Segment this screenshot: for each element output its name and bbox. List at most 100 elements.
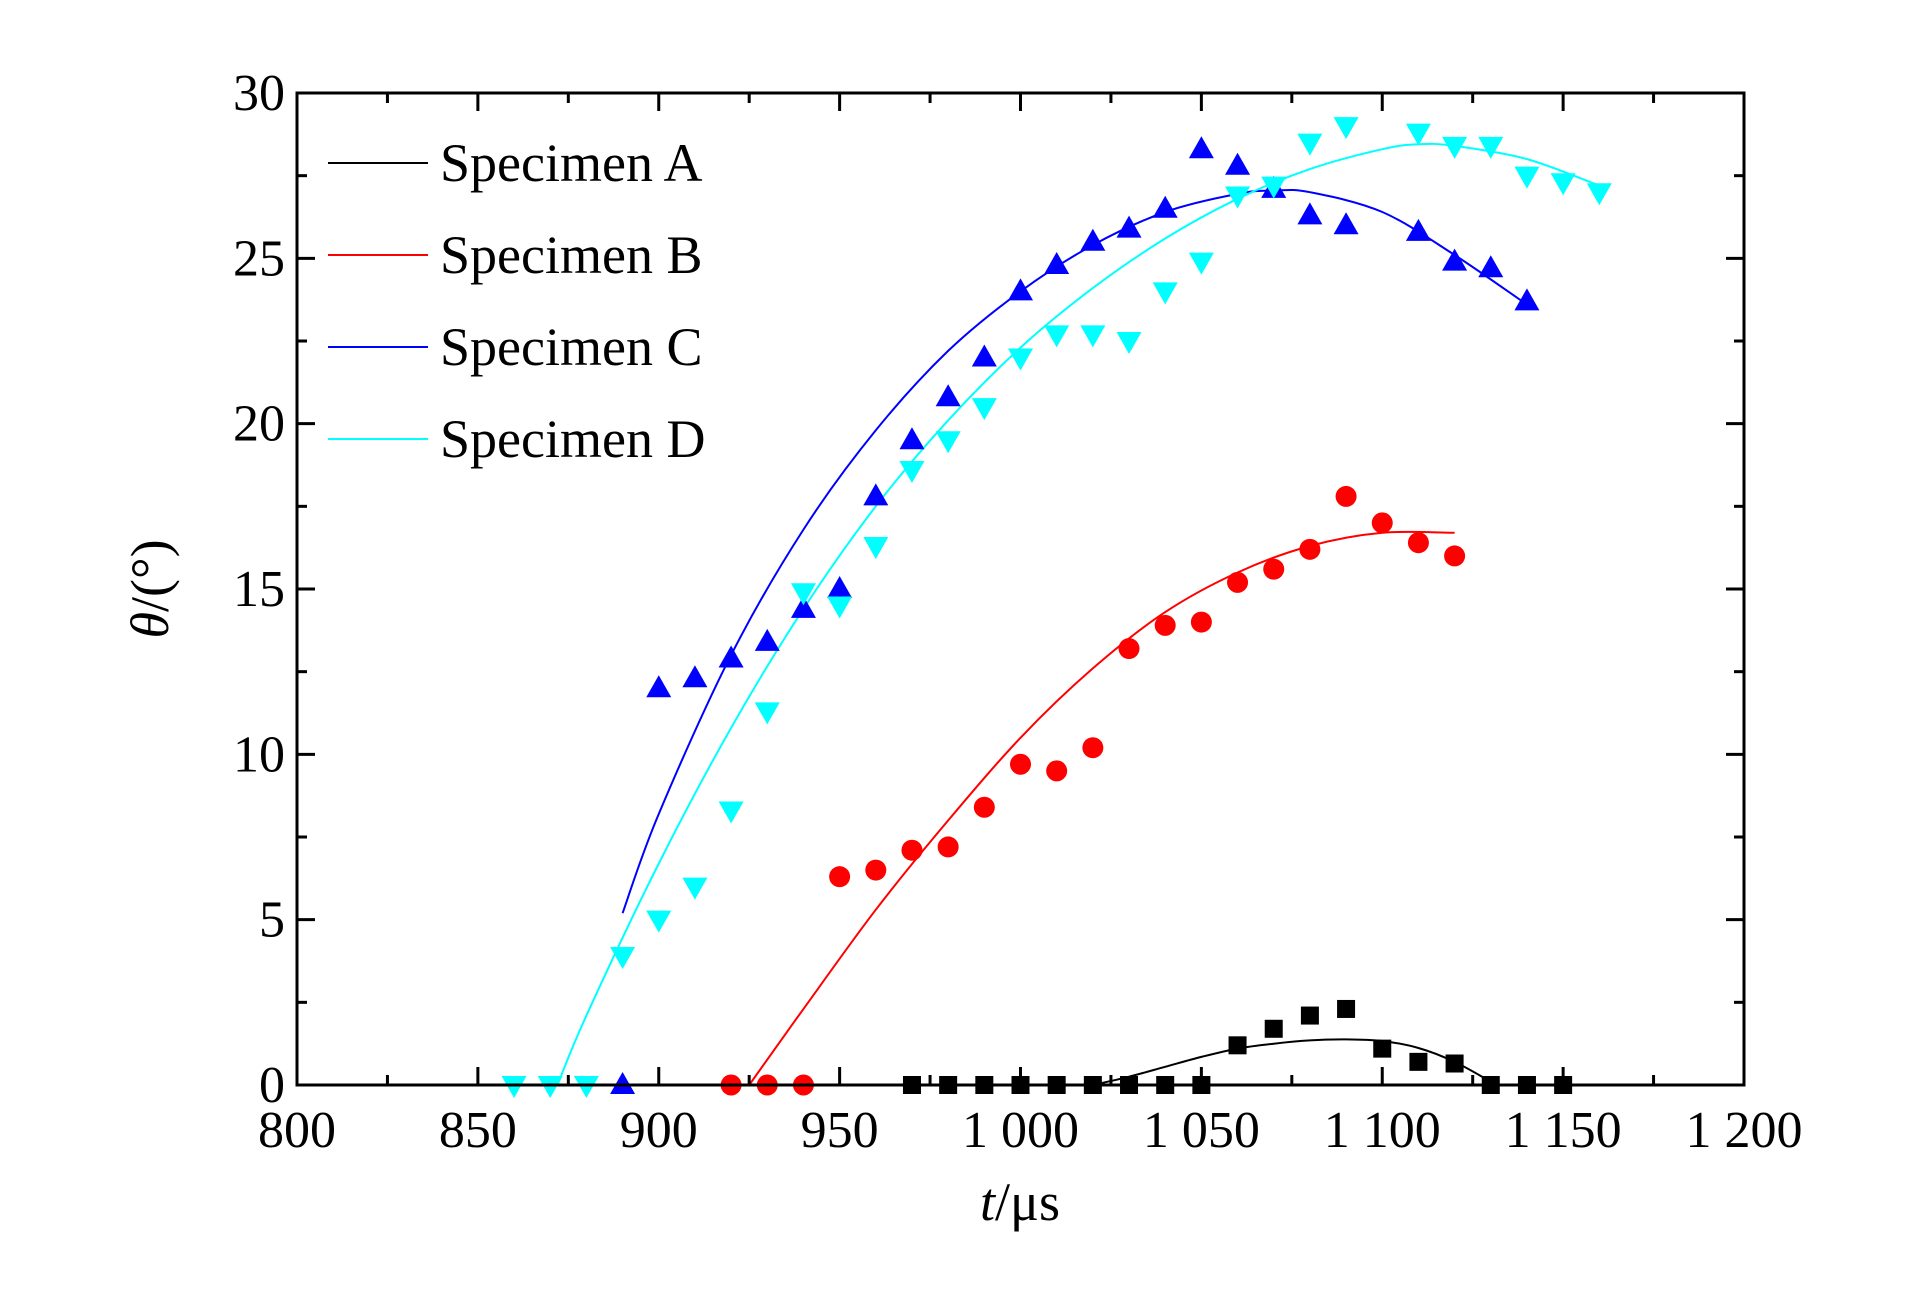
data-point-series-1 (1300, 1006, 1319, 1025)
legend-label: Specimen D (440, 409, 705, 469)
x-tick-label: 1 100 (1324, 1102, 1441, 1159)
data-point-series-4 (1442, 136, 1468, 159)
data-point-series-3 (935, 384, 961, 407)
data-point-series-2 (973, 796, 995, 818)
data-point-series-3 (1405, 218, 1431, 241)
data-point-series-2 (829, 866, 851, 888)
tick-labels: 800 850 900 950 1 000 1 050 1 100 1 150 1 200 0 5 1… (233, 65, 1803, 1159)
data-point-series-3 (1225, 152, 1251, 175)
data-points (501, 117, 1612, 1098)
y-tick-label: 10 (233, 726, 285, 783)
data-point-series-4 (1514, 166, 1540, 189)
data-point-series-3 (610, 1072, 636, 1094)
data-point-series-3 (971, 344, 997, 367)
legend-label: Specimen C (440, 317, 702, 377)
data-point-series-3 (863, 483, 889, 506)
data-point-series-2 (1046, 760, 1068, 782)
data-point-series-4 (1008, 348, 1033, 371)
data-point-series-2 (865, 859, 887, 881)
data-point-series-4 (827, 596, 853, 619)
data-point-series-2 (1335, 485, 1357, 507)
data-point-series-2 (937, 836, 959, 858)
fit-curve-series-4 (556, 142, 1600, 1086)
data-point-series-2 (1299, 538, 1321, 560)
data-point-series-3 (1297, 202, 1323, 225)
data-point-series-3 (646, 675, 672, 698)
data-point-series-4 (1586, 183, 1612, 206)
data-point-series-2 (1227, 571, 1249, 593)
x-axis-title: t/μs (980, 1172, 1060, 1232)
fit-curve-series-3 (621, 188, 1528, 914)
data-point-series-3 (1044, 251, 1070, 274)
data-point-series-2 (1082, 737, 1104, 759)
data-point-series-2 (901, 839, 923, 861)
data-point-series-3 (754, 628, 780, 651)
data-point-series-2 (1444, 545, 1466, 567)
data-point-series-4 (1405, 123, 1431, 146)
data-point-series-4 (682, 877, 708, 900)
data-point-series-4 (1044, 325, 1070, 348)
data-point-series-3 (899, 427, 925, 450)
data-point-series-2 (1263, 558, 1285, 580)
data-point-series-3 (1478, 255, 1504, 278)
data-point-series-1 (1409, 1052, 1428, 1071)
data-point-series-3 (790, 595, 816, 618)
data-point-series-4 (501, 1076, 527, 1098)
y-tick-label: 30 (233, 65, 285, 122)
data-point-series-3 (1333, 212, 1359, 235)
data-point-series-3 (1188, 136, 1214, 159)
data-point-series-4 (1550, 173, 1576, 196)
y-tick-label: 15 (233, 561, 285, 618)
data-point-series-1 (1373, 1039, 1392, 1058)
data-point-series-2 (1371, 512, 1393, 534)
data-point-series-1 (1264, 1019, 1283, 1038)
legend-label: Specimen A (440, 133, 702, 193)
data-point-series-3 (827, 576, 853, 598)
data-point-series-3 (682, 665, 708, 688)
data-point-series-4 (790, 583, 816, 606)
data-point-series-4 (935, 431, 961, 454)
data-point-series-2 (1190, 611, 1212, 633)
data-point-series-3 (1116, 215, 1142, 238)
data-point-series-4 (537, 1076, 563, 1098)
data-point-series-4 (971, 398, 997, 421)
x-tick-label: 1 050 (1143, 1102, 1260, 1159)
data-point-series-4 (1333, 117, 1359, 140)
data-point-series-4 (899, 460, 925, 483)
data-point-series-4 (1188, 252, 1214, 275)
data-point-series-4 (1261, 176, 1287, 199)
data-point-series-4 (718, 801, 744, 824)
x-tick-label: 950 (801, 1102, 879, 1159)
data-point-series-4 (573, 1076, 599, 1098)
data-point-series-3 (1152, 195, 1178, 218)
ticks (295, 91, 1746, 1087)
fit-curve-series-1 (1092, 1038, 1492, 1086)
data-point-series-4 (1225, 186, 1251, 209)
x-tick-label: 800 (258, 1102, 336, 1159)
data-point-series-4 (1116, 332, 1142, 354)
data-point-series-1 (1228, 1036, 1247, 1055)
y-tick-label: 20 (233, 396, 285, 453)
legend-label: Specimen B (440, 225, 702, 285)
data-point-series-4 (646, 910, 672, 933)
data-point-series-4 (1080, 325, 1106, 348)
y-axis-title: θ/(°) (120, 539, 180, 638)
data-point-series-3 (1008, 278, 1033, 301)
data-point-series-3 (718, 645, 744, 668)
data-point-series-2 (1154, 614, 1176, 636)
y-tick-label: 25 (233, 230, 285, 287)
x-tick-label: 1 150 (1505, 1102, 1622, 1159)
data-point-series-2 (1407, 532, 1429, 554)
data-point-series-4 (863, 537, 889, 560)
data-point-series-3 (1442, 248, 1468, 271)
data-point-series-4 (610, 947, 636, 970)
x-tick-label: 900 (620, 1102, 698, 1159)
data-point-series-2 (1118, 638, 1140, 660)
data-point-series-4 (754, 702, 780, 725)
data-point-series-3 (1514, 288, 1540, 311)
y-tick-label: 0 (259, 1057, 285, 1114)
fit-curves (556, 142, 1600, 1086)
x-tick-label: 1 200 (1686, 1102, 1803, 1159)
